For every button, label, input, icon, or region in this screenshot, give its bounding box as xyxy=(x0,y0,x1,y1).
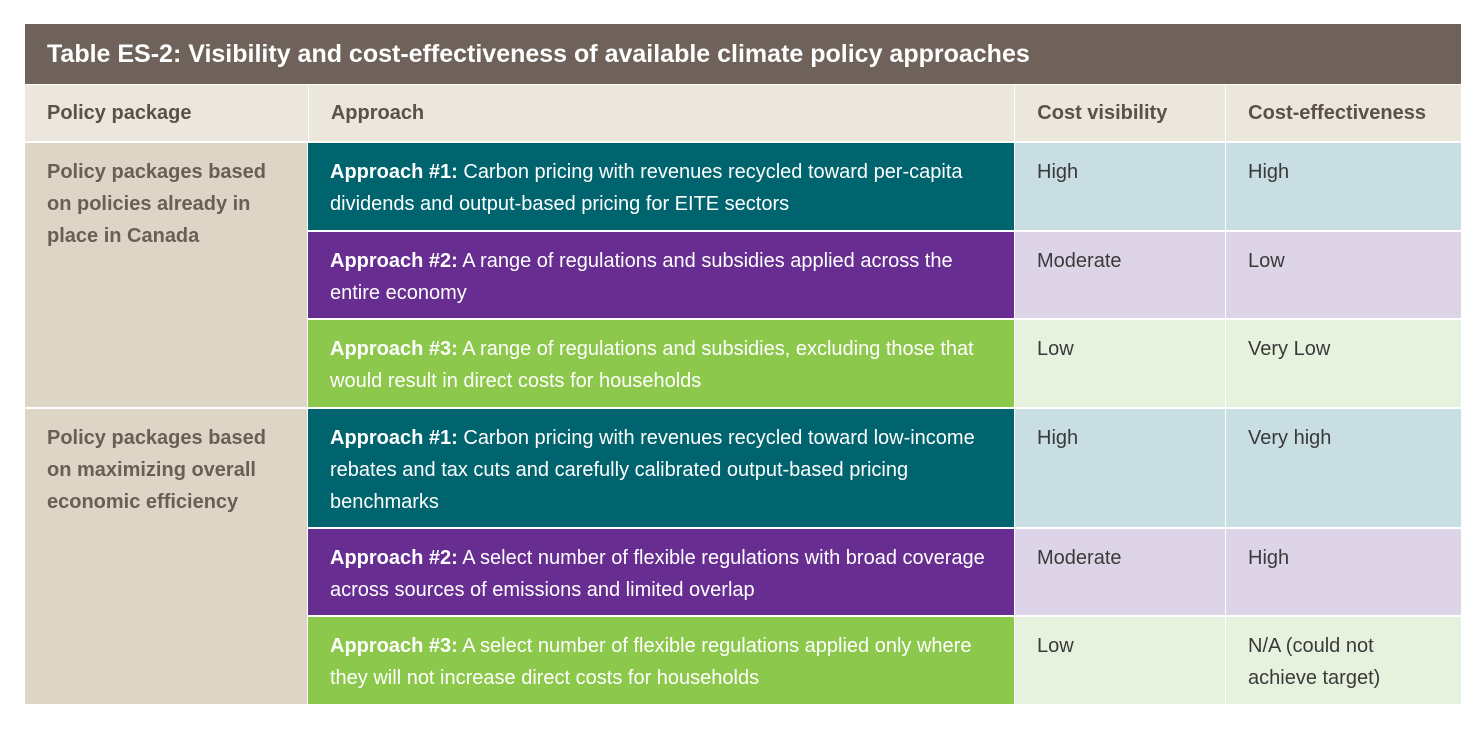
cost-effectiveness-cell: High xyxy=(1226,143,1461,230)
approach-cell: Approach #3: A select number of flexible… xyxy=(308,617,1014,704)
header-cost-visibility: Cost visibility xyxy=(1015,85,1226,141)
approach-label: Approach #3: xyxy=(330,635,458,657)
cost-visibility-cell: Low xyxy=(1015,320,1225,407)
approach-cell: Approach #2: A select number of flexible… xyxy=(308,529,1014,615)
policy-group-canada: Policy packages based on policies alread… xyxy=(25,143,1461,407)
table-row: Approach #2: A range of regulations and … xyxy=(308,232,1461,318)
approach-text: Carbon pricing with revenues recycled to… xyxy=(330,161,963,215)
approach-label: Approach #3: xyxy=(330,338,458,360)
cost-effectiveness-cell: Very high xyxy=(1226,409,1461,527)
table-row: Approach #3: A range of regulations and … xyxy=(308,320,1461,407)
approach-text: A range of regulations and subsidies, ex… xyxy=(330,338,974,392)
header-policy-package: Policy package xyxy=(25,85,308,141)
cost-visibility-cell: High xyxy=(1015,143,1225,230)
approach-text: A select number of flexible regulations … xyxy=(330,547,985,601)
policy-package-label: Policy packages based on maximizing over… xyxy=(25,409,307,704)
approach-label: Approach #1: xyxy=(330,427,458,449)
cost-visibility-cell: High xyxy=(1015,409,1225,527)
approach-cell: Approach #3: A range of regulations and … xyxy=(308,320,1014,407)
table-row: Approach #1: Carbon pricing with revenue… xyxy=(308,143,1461,230)
policy-package-label: Policy packages based on policies alread… xyxy=(25,143,307,407)
approach-text: A range of regulations and subsidies app… xyxy=(330,250,953,304)
cost-visibility-cell: Low xyxy=(1015,617,1225,704)
approach-rows: Approach #1: Carbon pricing with revenue… xyxy=(308,409,1461,704)
approach-cell: Approach #1: Carbon pricing with revenue… xyxy=(308,409,1014,527)
cost-visibility-cell: Moderate xyxy=(1015,232,1225,318)
approach-cell: Approach #1: Carbon pricing with revenue… xyxy=(308,143,1014,230)
policy-table: Table ES-2: Visibility and cost-effectiv… xyxy=(25,24,1461,704)
table-row: Approach #2: A select number of flexible… xyxy=(308,529,1461,615)
approach-label: Approach #2: xyxy=(330,547,458,569)
approach-text: A select number of flexible regulations … xyxy=(330,635,972,689)
table-title: Table ES-2: Visibility and cost-effectiv… xyxy=(25,24,1461,84)
table-row: Approach #3: A select number of flexible… xyxy=(308,617,1461,704)
approach-label: Approach #1: xyxy=(330,161,458,183)
table-row: Approach #1: Carbon pricing with revenue… xyxy=(308,409,1461,527)
cost-visibility-cell: Moderate xyxy=(1015,529,1225,615)
cost-effectiveness-cell: N/A (could not achieve target) xyxy=(1226,617,1461,704)
approach-label: Approach #2: xyxy=(330,250,458,272)
header-approach: Approach xyxy=(308,85,1015,141)
header-cost-effectiveness: Cost-effectiveness xyxy=(1226,85,1461,141)
approach-rows: Approach #1: Carbon pricing with revenue… xyxy=(308,143,1461,407)
cost-effectiveness-cell: Very Low xyxy=(1226,320,1461,407)
cost-effectiveness-cell: High xyxy=(1226,529,1461,615)
approach-text: Carbon pricing with revenues recycled to… xyxy=(330,427,975,513)
table-header-row: Policy package Approach Cost visibility … xyxy=(25,85,1461,141)
policy-group-efficiency: Policy packages based on maximizing over… xyxy=(25,409,1461,704)
cost-effectiveness-cell: Low xyxy=(1226,232,1461,318)
approach-cell: Approach #2: A range of regulations and … xyxy=(308,232,1014,318)
